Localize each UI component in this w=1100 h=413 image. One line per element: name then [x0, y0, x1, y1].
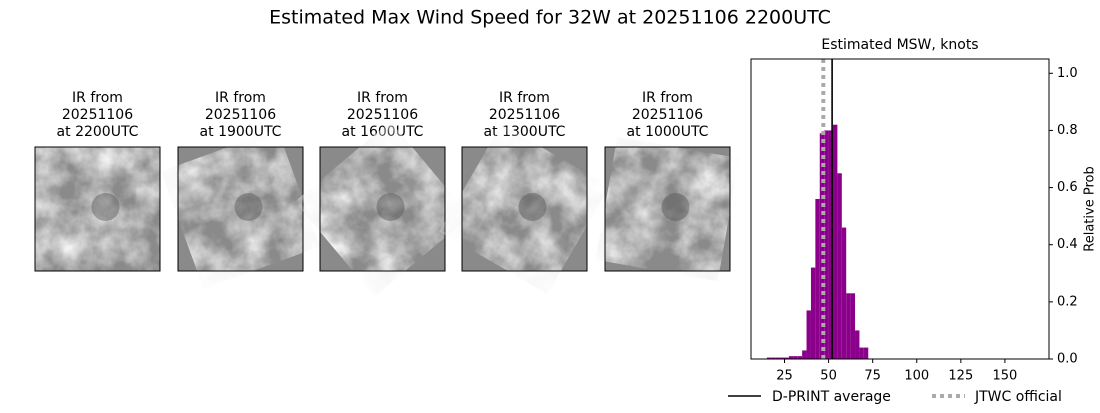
bar [802, 350, 807, 359]
x-tick-label: 75 [864, 369, 881, 384]
x-tick-label: 150 [993, 369, 1018, 384]
bar [832, 124, 838, 359]
bar [775, 357, 781, 359]
ir-eye [376, 193, 405, 221]
bar [815, 199, 820, 359]
panel-label: 20251106 [205, 107, 276, 123]
panel-label: IR from [215, 90, 266, 106]
ir-eye [518, 193, 547, 221]
ir-clouds [439, 124, 610, 294]
x-tick-label: 125 [948, 369, 973, 384]
panel-label: 20251106 [62, 107, 133, 123]
bar [824, 130, 829, 359]
x-tick-label: 100 [904, 369, 929, 384]
ir-image [35, 147, 160, 271]
y-tick-label: 0.0 [1057, 352, 1078, 367]
ir-image [595, 136, 740, 282]
ir-image [439, 124, 610, 294]
panel-label: IR from [357, 90, 408, 106]
y-tick-label: 0.4 [1057, 237, 1078, 252]
ir-clouds [35, 147, 160, 271]
panel-label: at 2200UTC [57, 124, 139, 140]
ir-image [294, 121, 471, 297]
bar [797, 356, 803, 359]
panel-label: 20251106 [347, 107, 418, 123]
bar [784, 357, 789, 359]
x-tick-label: 50 [820, 369, 837, 384]
bar [837, 173, 842, 359]
y-axis-label: Relative Prob [1083, 166, 1098, 251]
legend-label: JTWC official [974, 389, 1062, 405]
histogram: Estimated MSW, knots D-PRINT average JTWC … [728, 37, 1098, 405]
bar [810, 267, 816, 359]
bar [788, 356, 794, 359]
panel-label: IR from [72, 90, 123, 106]
panel-label: 20251106 [489, 107, 560, 123]
ir-frame [461, 146, 588, 272]
bar [859, 347, 864, 359]
ir-frame [319, 146, 446, 272]
bar [855, 330, 860, 359]
ir-clouds [595, 136, 740, 282]
bar [780, 357, 785, 359]
y-tick-label: 0.8 [1057, 123, 1078, 138]
panel-label: at 1000UTC [627, 124, 709, 140]
ir-frame [604, 146, 731, 272]
ir-clouds [294, 121, 471, 297]
panel-label: 20251106 [632, 107, 703, 123]
y-tick-label: 1.0 [1057, 66, 1078, 81]
plot-title: Estimated MSW, knots [821, 37, 978, 53]
ir-image [160, 129, 321, 289]
bar [863, 347, 869, 359]
bar [806, 310, 811, 359]
panel-label: IR from [499, 90, 550, 106]
bar [793, 356, 798, 359]
ir-eye [661, 193, 690, 221]
bar [771, 357, 776, 359]
bar [846, 293, 851, 359]
panel-label: IR from [642, 90, 693, 106]
x-tick-label: 25 [776, 369, 793, 384]
ir-eye [234, 193, 263, 221]
ir-clouds [160, 129, 321, 289]
bar [841, 227, 847, 359]
y-tick-label: 0.2 [1057, 294, 1078, 309]
ir-frame [34, 146, 161, 272]
figure-title: Estimated Max Wind Speed for 32W at 2025… [269, 7, 831, 29]
plot-frame [750, 58, 1050, 360]
bar [850, 293, 856, 359]
bar [766, 357, 772, 359]
bar [828, 130, 833, 359]
legend-label: D-PRINT average [772, 389, 891, 405]
ir-eye [91, 193, 120, 221]
y-tick-label: 0.6 [1057, 180, 1078, 195]
